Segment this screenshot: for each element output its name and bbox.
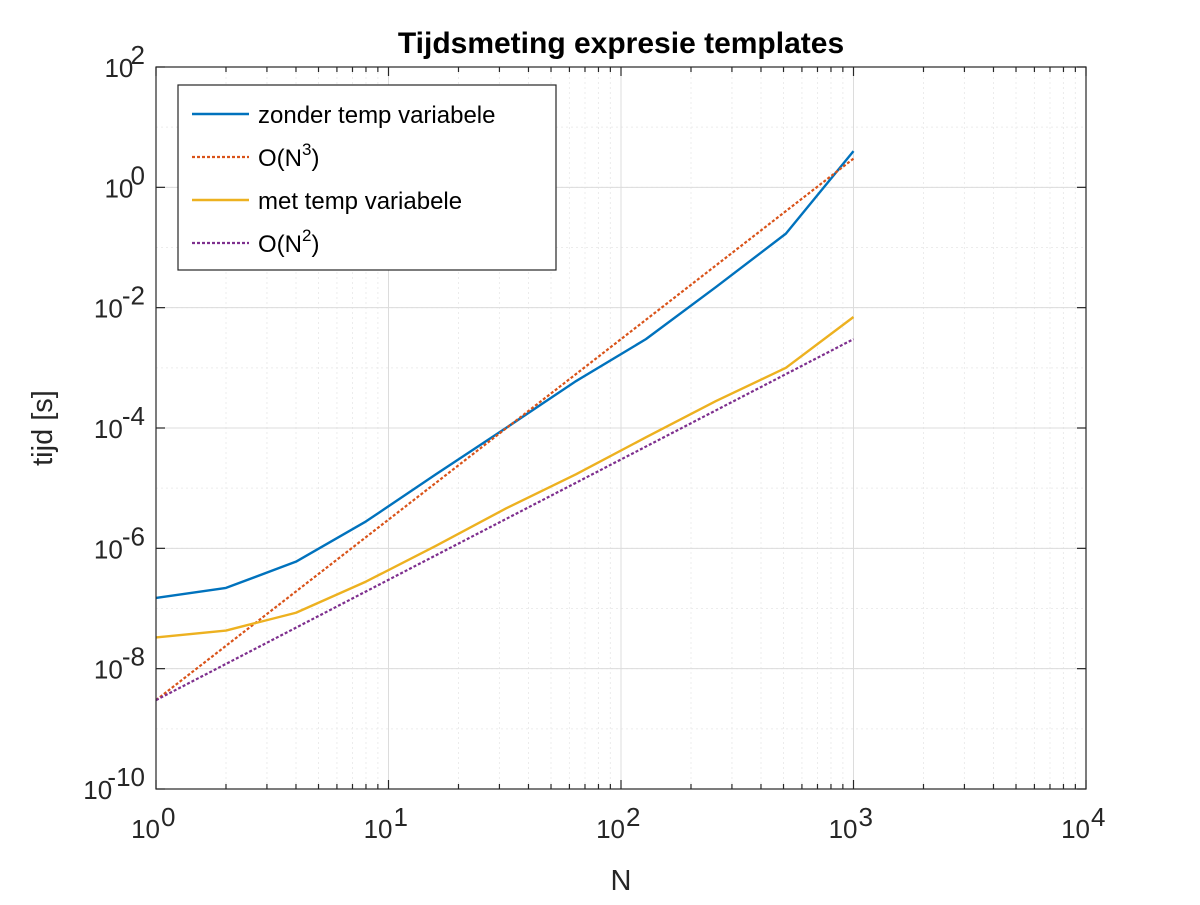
y-tick-base: 10 (94, 294, 123, 324)
x-tick-exponent: 0 (161, 802, 175, 832)
x-axis-label: N (611, 865, 632, 897)
x-tick-base: 10 (596, 814, 625, 844)
chart-title: Tijdsmeting expresie templates (398, 27, 844, 60)
series-line-1 (155, 150, 855, 600)
y-tick-base: 10 (83, 775, 112, 805)
legend-label: zonder temp variabele (258, 102, 495, 129)
y-tick-base: 10 (94, 414, 123, 444)
x-tick-exponent: 1 (394, 802, 408, 832)
x-tick-label: 10 0 (131, 802, 175, 844)
y-tick-label: 010 (104, 160, 145, 203)
x-tick-label: 10 4 (1061, 802, 1105, 844)
series-line-4 (155, 338, 855, 702)
y-tick-exponent: 0 (131, 160, 145, 190)
x-tick-labels: 10 0 10 1 10 2 10 3 10 4 (131, 802, 1105, 844)
x-tick-base: 10 (131, 814, 160, 844)
legend-label: met temp variabele (258, 188, 462, 215)
series-line-3 (155, 316, 855, 639)
y-tick-exponent: -10 (107, 762, 145, 792)
y-axis-label: tijd [s] (27, 390, 59, 466)
x-tick-label: 10 3 (829, 802, 873, 844)
series-line-2 (155, 157, 855, 701)
x-tick-exponent: 2 (626, 802, 640, 832)
y-tick-exponent: -4 (122, 401, 145, 431)
x-tick-base: 10 (1061, 814, 1090, 844)
y-tick-label: -610 (94, 521, 145, 564)
y-tick-base: 10 (94, 655, 123, 685)
y-tick-base: 10 (104, 53, 133, 83)
x-tick-label: 10 2 (596, 802, 640, 844)
x-tick-base: 10 (829, 814, 858, 844)
y-tick-exponent: -2 (122, 281, 145, 311)
x-tick-base: 10 (364, 814, 393, 844)
y-tick-base: 10 (104, 173, 133, 203)
y-tick-exponent: -6 (122, 521, 145, 551)
legend-box (177, 84, 557, 271)
y-tick-base: 10 (94, 534, 123, 564)
legend-item-3: met temp variabele (192, 188, 462, 215)
x-tick-exponent: 3 (859, 802, 873, 832)
legend-item-1: zonder temp variabele (192, 102, 495, 129)
y-tick-label: -210 (94, 281, 145, 324)
y-tick-exponent: -8 (122, 642, 145, 672)
x-tick-exponent: 4 (1091, 802, 1105, 832)
series-lines (155, 150, 855, 702)
axis-ticks (155, 66, 1087, 790)
y-tick-label: -810 (94, 642, 145, 685)
y-tick-exponent: 2 (131, 40, 145, 70)
y-tick-label: 210 (104, 40, 145, 83)
x-tick-label: 10 1 (364, 802, 408, 844)
y-tick-label: -410 (94, 401, 145, 444)
